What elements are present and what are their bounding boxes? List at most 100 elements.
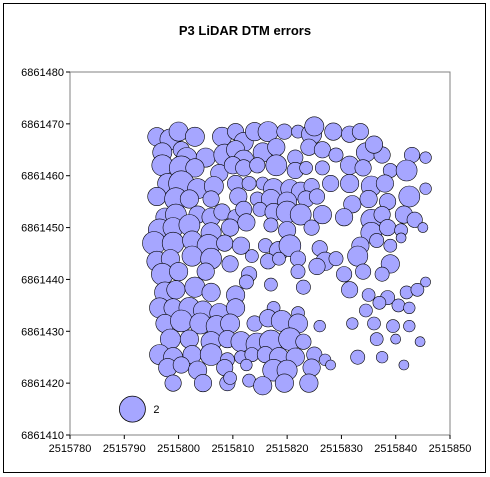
data-bubble [166,280,186,300]
data-bubble [372,295,387,310]
y-tick-label: 6861420 [21,378,64,390]
data-bubble [367,316,381,331]
data-bubble [328,147,344,163]
data-bubble [221,218,240,237]
x-tick-label: 2515790 [103,443,146,455]
data-bubble [346,317,359,330]
data-bubble [194,374,213,393]
data-bubble [383,238,398,253]
y-axis: 6861410 6861420 6861430 6861440 6861450 68614… [21,67,70,442]
data-bubble [184,126,205,147]
data-bubble [278,234,302,257]
data-bubble [335,208,354,227]
data-bubble [351,123,369,141]
y-tick-label: 6861480 [21,67,64,79]
data-bubble [245,249,259,263]
data-bubble [235,159,253,177]
data-bubble [364,135,383,154]
data-bubble [302,358,321,377]
data-bubble [181,245,203,267]
data-bubble [238,274,254,290]
y-tick-label: 6861450 [21,223,64,235]
x-axis: 2515780 2515790 2515800 2515810 2515820 25158… [49,435,472,455]
data-bubble [398,185,421,208]
data-bubble [240,358,253,372]
y-tick-label: 6861470 [21,119,64,131]
data-bubble [295,279,311,295]
data-bubble [308,257,326,275]
data-bubble [361,288,376,302]
data-bubble [359,190,378,209]
data-bubble [172,356,190,374]
data-bubble [179,189,199,209]
data-bubble [241,176,257,191]
data-bubble [263,217,279,233]
data-bubble [414,336,426,348]
data-bubble [347,245,369,267]
data-bubble [395,232,407,244]
data-bubble [314,160,330,176]
data-bubble [340,174,360,194]
data-bubble [390,333,402,345]
data-bubble [369,332,384,346]
data-bubble [232,236,251,255]
data-bubble [359,303,373,318]
data-bubble [216,234,234,252]
data-bubble [328,251,344,267]
data-bubble [325,359,336,371]
data-bubble [308,188,325,205]
data-bubble [419,151,432,164]
x-tick-label: 2515830 [320,443,363,455]
data-bubble [324,122,343,141]
data-bubble [199,343,223,366]
data-bubble [185,158,205,178]
data-bubble [265,154,288,177]
data-bubble [410,282,425,297]
data-bubble [196,262,215,281]
legend-reference-label: 2 [153,404,159,416]
data-bubble [417,222,429,233]
data-bubble [221,255,239,273]
data-bubble [253,376,273,396]
data-bubble [313,141,331,159]
x-tick-label: 2515850 [429,443,472,455]
data-bubble [295,333,312,350]
data-bubble [299,161,313,175]
data-bubble [354,159,372,177]
data-bubble [303,219,320,236]
y-tick-label: 6861410 [21,430,64,442]
data-bubble [341,281,359,299]
data-bubble [386,319,400,333]
data-bubble [395,159,418,182]
data-bubble [289,203,312,226]
data-bubble [223,371,237,385]
data-bubble [313,320,326,333]
data-bubble [322,175,340,193]
y-tick-label: 6861460 [21,171,64,183]
y-tick-label: 6861440 [21,274,64,286]
data-bubble [164,374,182,392]
x-tick-label: 2515840 [374,443,417,455]
data-bubble [420,276,431,288]
data-bubble [169,262,189,282]
data-bubble [374,266,390,282]
data-bubble [398,359,410,371]
data-bubble [391,298,406,313]
data-bubble [289,250,306,267]
data-bubble [220,313,241,334]
data-bubble [376,351,389,364]
data-bubble [264,277,278,292]
data-bubble [419,182,432,195]
data-bubble [290,264,306,279]
data-bubble [355,263,372,280]
x-tick-label: 2515780 [49,443,92,455]
data-bubble [369,233,385,248]
data-bubble [312,205,332,225]
data-bubble [276,123,293,140]
x-tick-label: 2515810 [211,443,254,455]
data-bubble [147,187,167,207]
data-bubble [403,320,416,333]
data-bubble [202,190,220,208]
data-bubble [237,213,256,232]
